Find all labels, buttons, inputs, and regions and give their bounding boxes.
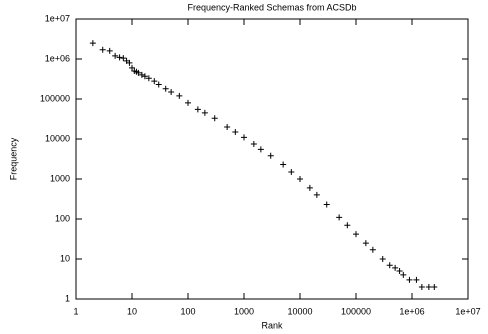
point bbox=[257, 146, 264, 153]
point bbox=[392, 264, 399, 271]
point bbox=[168, 88, 175, 95]
point bbox=[362, 240, 369, 247]
y-tick-label: 1e+06 bbox=[45, 53, 70, 63]
point bbox=[418, 283, 425, 290]
point bbox=[280, 161, 287, 168]
point bbox=[288, 168, 295, 175]
y-tick-label: 1 bbox=[65, 293, 70, 303]
chart-title: Frequency-Ranked Schemas from ACSDb bbox=[187, 2, 356, 12]
point bbox=[344, 222, 351, 229]
point bbox=[138, 71, 145, 78]
point bbox=[396, 268, 403, 275]
point bbox=[151, 78, 158, 85]
x-tick-label: 10000 bbox=[287, 306, 312, 316]
point bbox=[126, 59, 133, 66]
point bbox=[313, 191, 320, 198]
point bbox=[400, 271, 407, 278]
point bbox=[406, 276, 413, 283]
point bbox=[353, 231, 359, 238]
point bbox=[106, 47, 113, 54]
point bbox=[297, 176, 303, 182]
point bbox=[194, 106, 201, 113]
x-axis-label: Rank bbox=[261, 320, 283, 330]
point bbox=[120, 55, 127, 62]
point bbox=[99, 46, 106, 53]
point bbox=[141, 73, 148, 80]
x-tick-label: 1000 bbox=[234, 306, 254, 316]
point bbox=[155, 81, 162, 88]
y-tick-label: 1000 bbox=[50, 173, 70, 183]
point bbox=[379, 256, 386, 262]
point bbox=[211, 115, 218, 122]
y-tick-label: 100000 bbox=[40, 93, 70, 103]
x-tick-label: 100 bbox=[180, 306, 195, 316]
y-axis-label: Frequency bbox=[8, 137, 18, 180]
point bbox=[413, 276, 420, 283]
point bbox=[135, 69, 142, 76]
point bbox=[185, 99, 191, 106]
point bbox=[116, 54, 123, 61]
point bbox=[267, 152, 274, 159]
point bbox=[431, 283, 438, 290]
point bbox=[89, 40, 96, 47]
point bbox=[162, 85, 169, 92]
x-tick-label: 1 bbox=[73, 306, 78, 316]
point bbox=[112, 52, 119, 59]
x-tick-label: 10 bbox=[127, 306, 137, 316]
y-tick-label: 10 bbox=[60, 253, 70, 263]
point bbox=[176, 92, 183, 99]
point bbox=[232, 128, 239, 135]
x-tick-label: 1e+07 bbox=[455, 306, 480, 316]
y-tick-label: 10000 bbox=[45, 133, 70, 143]
plot-frame bbox=[75, 18, 469, 300]
point bbox=[250, 140, 257, 147]
point bbox=[224, 123, 231, 130]
point bbox=[129, 64, 135, 71]
point bbox=[323, 201, 330, 208]
point bbox=[336, 214, 343, 221]
point bbox=[201, 109, 208, 116]
point bbox=[386, 262, 393, 269]
x-tick-label: 100000 bbox=[341, 306, 371, 316]
y-tick-label: 1e+07 bbox=[45, 13, 70, 23]
point bbox=[369, 246, 376, 253]
point bbox=[306, 184, 313, 191]
y-tick-label: 100 bbox=[55, 213, 70, 223]
point bbox=[241, 134, 247, 141]
point bbox=[145, 75, 152, 82]
point bbox=[425, 283, 432, 290]
x-tick-label: 1e+06 bbox=[399, 306, 424, 316]
